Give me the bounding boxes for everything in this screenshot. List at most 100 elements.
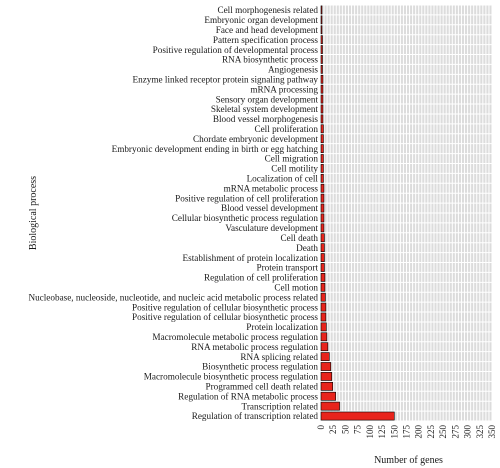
category-label: Transcription related [242, 401, 319, 411]
x-tick-label: 175 [402, 425, 412, 439]
category-label: Pattern specification process [213, 35, 319, 45]
bar [320, 94, 324, 104]
x-tick-label: 225 [426, 425, 436, 439]
x-tick-label: 50 [340, 425, 350, 435]
category-label: Positive regulation of cellular biosynth… [132, 302, 318, 312]
category-label: Regulation of transcription related [192, 411, 319, 421]
bar [320, 411, 395, 421]
x-tick-label: 150 [389, 425, 399, 439]
category-label: Cell motion [274, 282, 318, 292]
category-label: Establishment of protein localization [183, 253, 319, 263]
category-label: Regulation of cell proliferation [204, 273, 318, 283]
bar [320, 114, 324, 124]
bar [320, 302, 327, 312]
bar [320, 263, 325, 272]
category-label: Enzyme linked receptor protein signaling… [133, 74, 319, 84]
category-label: Cell proliferation [254, 124, 318, 134]
bar [320, 203, 325, 213]
category-label: Skeletal system development [211, 104, 319, 114]
bar [320, 5, 323, 15]
x-tick-label: 350 [487, 425, 497, 439]
bar [320, 25, 323, 35]
x-tick-label: 100 [365, 425, 375, 439]
category-label: Positive regulation of cell proliferatio… [175, 193, 318, 203]
bar [320, 322, 327, 332]
x-tick-label: 125 [377, 425, 387, 439]
category-label: Embryonic organ development [204, 15, 318, 25]
bar [320, 243, 325, 253]
bar [320, 401, 340, 411]
category-label: Macromolecule metabolic process regulati… [152, 332, 318, 342]
category-label: Regulation of RNA metabolic process [178, 391, 318, 401]
category-label: Angiogenesis [268, 65, 318, 75]
bar [320, 233, 325, 243]
category-label: RNA metabolic process regulation [191, 342, 318, 352]
x-axis-title: Number of genes [374, 455, 443, 466]
bar [320, 15, 323, 25]
category-label: Cell migration [265, 154, 319, 164]
category-label: Biosynthetic process regulation [202, 362, 318, 372]
x-tick-label: 275 [450, 425, 460, 439]
category-label: Blood vessel development [221, 203, 318, 213]
category-label: RNA splicing related [240, 352, 318, 362]
category-label: Positive regulation of cellular biosynth… [132, 312, 318, 322]
bar [320, 312, 327, 322]
category-label: Programmed cell death related [206, 382, 319, 392]
x-tick-label: 25 [328, 425, 338, 435]
bar [320, 164, 324, 173]
bar [320, 35, 323, 45]
bar [320, 134, 324, 144]
bar [320, 292, 326, 302]
x-tick-label: 325 [475, 425, 485, 439]
bar [320, 84, 324, 94]
x-tick-label: 300 [463, 425, 473, 439]
category-label: Chordate embryonic development [193, 134, 318, 144]
category-label: Protein transport [257, 263, 319, 273]
bar [320, 223, 325, 233]
bar [320, 381, 334, 391]
x-tick-labels: 0 25 50 75 100 125 150 175 200 225 250 275 300 325 350 [316, 425, 497, 439]
bar [320, 183, 325, 193]
category-label: mRNA processing [250, 84, 318, 94]
bar [320, 332, 328, 342]
bar [320, 282, 326, 292]
category-label: Cell motility [271, 164, 318, 174]
bar [320, 253, 325, 262]
bar [320, 74, 324, 84]
bar [320, 154, 324, 163]
category-label: Embryonic development ending in birth or… [112, 144, 319, 154]
bar [320, 372, 333, 381]
bar [320, 352, 330, 361]
category-label: Sensory organ development [216, 94, 319, 104]
category-label: Positive regulation of developmental pro… [153, 45, 319, 55]
category-label: Death [296, 243, 318, 253]
grid-lines [320, 4, 493, 422]
category-label: Cell death [280, 233, 318, 243]
x-tick-label: 200 [414, 425, 424, 439]
bar [320, 173, 324, 183]
category-label: RNA biosynthetic process [222, 55, 318, 65]
category-label: Localization of cell [247, 174, 319, 184]
bar [320, 193, 325, 203]
category-label: mRNA metabolic process [224, 183, 319, 193]
category-label: Cellular biosynthetic process regulation [172, 213, 319, 223]
category-label: Protein localization [246, 322, 318, 332]
bar [320, 55, 323, 64]
category-label: Cell morphogenesis related [217, 5, 318, 15]
bar [320, 45, 323, 54]
bar [320, 65, 323, 74]
bars [320, 5, 395, 421]
y-axis-title: Biological process [28, 176, 39, 250]
x-tick-label: 75 [353, 425, 363, 435]
bar [320, 104, 324, 114]
category-label: Face and head development [216, 25, 319, 35]
bar [320, 144, 324, 153]
bar [320, 391, 336, 401]
bar [320, 362, 332, 371]
bar [320, 273, 326, 282]
category-label: Blood vessel morphogenesis [213, 114, 319, 124]
category-label: Macromolecule biosynthetic process regul… [144, 372, 319, 382]
bar [320, 124, 324, 134]
